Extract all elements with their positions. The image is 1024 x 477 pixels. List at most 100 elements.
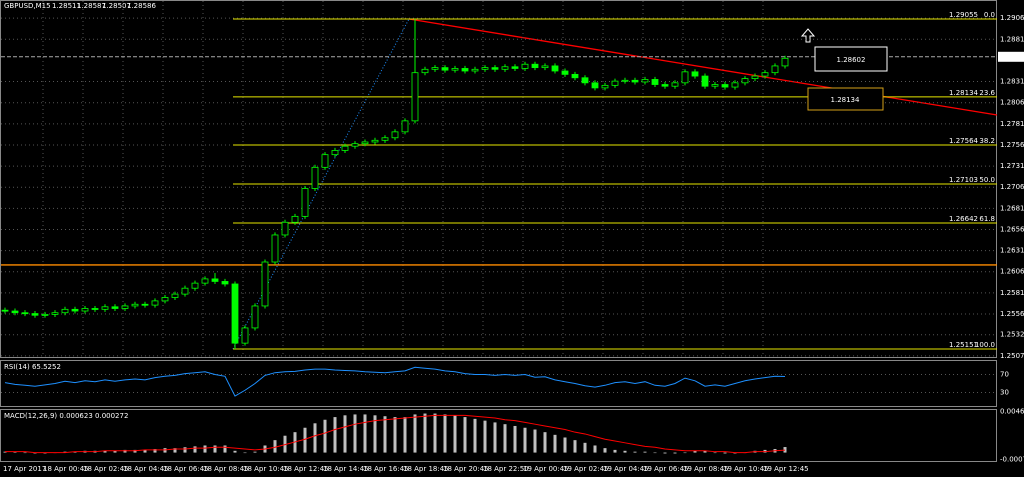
macd-bar <box>153 449 157 453</box>
candle-body <box>581 77 589 84</box>
fib-level-label: 100.0 <box>975 341 995 349</box>
macd-bar <box>603 448 607 453</box>
candle-body <box>281 221 289 236</box>
macd-bar <box>673 452 677 454</box>
macd-bar <box>433 413 437 453</box>
bid-label: 1.28608 <box>1000 53 1024 61</box>
y-tick-label: 1.26065 <box>1000 268 1024 276</box>
macd-bar <box>393 417 397 453</box>
y-tick-label: 1.25070 <box>1000 352 1024 360</box>
macd-bar <box>643 451 647 453</box>
candle-body <box>101 306 109 310</box>
candle-body <box>311 166 319 189</box>
y-tick-label: 1.27315 <box>1000 162 1024 170</box>
y-tick-label: 30 <box>1000 389 1009 397</box>
y-tick-label: 70 <box>1000 371 1009 379</box>
macd-bar <box>723 452 727 454</box>
candle-body <box>631 79 639 83</box>
candle-body <box>561 70 569 75</box>
y-tick-label: 1.26815 <box>1000 204 1024 212</box>
ohlc-label: 1.28586 <box>127 2 156 10</box>
up-arrow-icon <box>800 28 816 43</box>
x-tick-label: 19 Apr 10:45 <box>723 465 769 473</box>
candle-body <box>201 278 209 284</box>
macd-bar <box>663 452 667 454</box>
candle-body <box>751 75 759 80</box>
fib-level-label: 23.6 <box>979 89 995 97</box>
bid-tag <box>998 51 1024 62</box>
macd-bar <box>423 413 427 453</box>
macd-bar <box>473 418 477 453</box>
macd-bar <box>593 445 597 453</box>
candle-body <box>261 261 269 307</box>
fib-price-label: 1.29055 <box>949 11 978 19</box>
y-tick-label: 1.28065 <box>1000 99 1024 107</box>
macd-bar <box>113 450 117 453</box>
x-tick-label: 19 Apr 12:45 <box>763 465 809 473</box>
macd-bar <box>243 452 247 454</box>
y-tick-label: 1.25565 <box>1000 310 1024 318</box>
macd-bar <box>633 451 637 453</box>
macd-bar <box>343 415 347 453</box>
macd-bar <box>573 440 577 453</box>
panel-title: RSI(14) 65.5252 <box>4 363 61 371</box>
candle-body <box>621 79 629 82</box>
x-tick-label: 18 Apr 16:45 <box>363 465 409 473</box>
candle-body <box>121 305 129 309</box>
macd-bar <box>503 424 507 453</box>
macd-bar <box>493 422 497 453</box>
macd-bar <box>533 429 537 453</box>
candle-body <box>471 68 479 72</box>
macd-bar <box>553 434 557 453</box>
candle-body <box>481 67 489 70</box>
macd-bar <box>233 450 237 453</box>
candle-body <box>381 137 389 141</box>
main-panel <box>0 0 997 358</box>
macd-bar <box>463 417 467 453</box>
candle-body <box>661 84 669 87</box>
macd-bar <box>183 447 187 453</box>
y-tick-label: 0.00464 <box>1000 407 1024 415</box>
candle-body <box>681 71 689 84</box>
candle-body <box>641 79 649 83</box>
macd-bar <box>193 446 197 453</box>
x-tick-label: 19 Apr 06:45 <box>643 465 689 473</box>
y-tick-label: 1.25815 <box>1000 289 1024 297</box>
x-tick-label: 18 Apr 12:45 <box>283 465 329 473</box>
candle-body <box>401 120 409 133</box>
candle-body <box>721 84 729 88</box>
y-tick-label: 1.26565 <box>1000 225 1024 233</box>
candle-body <box>571 73 579 79</box>
candle-body <box>231 283 239 344</box>
candle-body <box>361 141 369 145</box>
x-tick-label: 19 Apr 02:45 <box>563 465 609 473</box>
macd-bar <box>403 417 407 453</box>
candle-body <box>241 327 249 344</box>
y-tick-label: 1.27815 <box>1000 120 1024 128</box>
candle-body <box>491 67 499 70</box>
candle-body <box>221 281 229 285</box>
chart-title: GBPUSD,M15 <box>4 2 51 10</box>
macd-bar <box>333 417 337 453</box>
fib-price-label: 1.27103 <box>949 176 978 184</box>
candle-body <box>251 305 259 329</box>
fib-level-label: 50.0 <box>979 176 995 184</box>
candle-body <box>41 314 49 316</box>
y-tick-label: 1.28815 <box>1000 35 1024 43</box>
fib-level-label: 61.8 <box>979 215 995 223</box>
candle-body <box>711 84 719 87</box>
x-tick-label: 18 Apr 08:45 <box>203 465 249 473</box>
candle-body <box>551 65 559 72</box>
fib-price-label: 1.27564 <box>949 137 978 145</box>
macd-bar <box>103 450 107 453</box>
y-tick-label: 1.26315 <box>1000 247 1024 255</box>
macd-bar <box>223 445 227 453</box>
candle-body <box>111 306 119 309</box>
macd-bar <box>383 416 387 453</box>
candle-body <box>521 63 529 69</box>
macd-bar <box>703 450 707 453</box>
candle-body <box>171 293 179 298</box>
macd-bar <box>613 449 617 453</box>
